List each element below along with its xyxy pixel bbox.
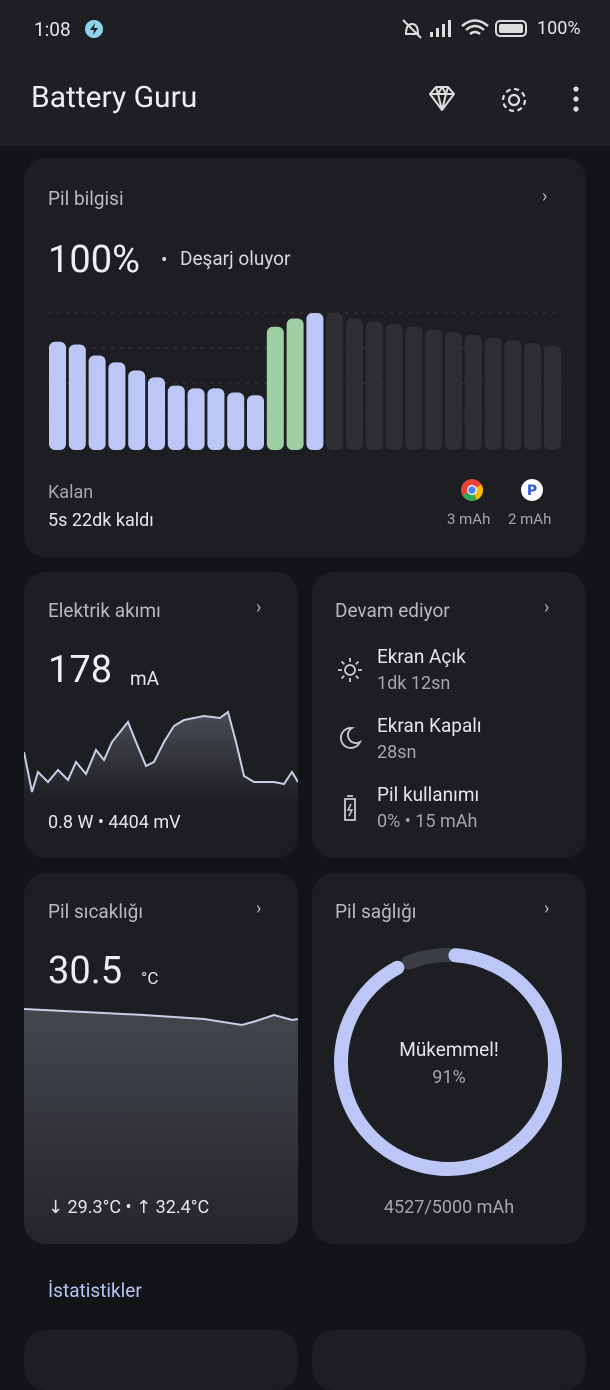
charge-bar <box>88 355 106 450</box>
app-usage: 2 mAh <box>508 510 552 528</box>
charge-bar <box>326 313 344 450</box>
ongoing-card[interactable]: Devam ediyor › Ekran Açık 1dk 12sn Ekran… <box>312 572 586 858</box>
temperature-unit: °C <box>141 969 159 989</box>
charge-bar <box>49 341 66 450</box>
screen: 1:08 100% Battery Guru Pil bilgisi › 100… <box>0 0 610 1302</box>
charge-chart <box>48 312 562 450</box>
chevron: › <box>544 597 550 618</box>
charge-bar <box>247 395 264 450</box>
charge-bar <box>266 326 284 450</box>
chevron: › <box>542 186 548 207</box>
current-footer: 0.8 W • 4404 mV <box>48 812 181 833</box>
health-status: Mükemmel! <box>399 1038 499 1061</box>
moon-icon <box>340 727 362 749</box>
charge-bar <box>405 326 423 450</box>
charge-bar <box>524 343 542 450</box>
charge-bar <box>68 344 86 450</box>
health-capacity: 4527/5000 mAh <box>383 1197 515 1218</box>
temperature-card[interactable]: Pil sıcaklığı › 30.5 °C ↓ 29.3°C • ↑ 32.… <box>24 873 298 1244</box>
item-value: 1dk 12sn <box>377 673 451 694</box>
current-unit: mA <box>130 667 160 690</box>
charge-bar <box>167 385 185 450</box>
charge-bar <box>464 334 482 450</box>
charge-bar <box>108 362 126 450</box>
section-title: İstatistikler <box>48 1279 142 1302</box>
charge-bar <box>187 388 205 450</box>
item-label: Pil kullanımı <box>377 783 480 806</box>
chevron: › <box>256 898 262 919</box>
charge-bar <box>544 345 561 450</box>
status-time: 1:08 <box>34 18 71 41</box>
item-label: Ekran Kapalı <box>377 714 482 737</box>
sun-icon <box>338 658 362 682</box>
item-value: 28sn <box>377 742 417 763</box>
chevron: › <box>256 597 262 618</box>
remaining-time: 5s 22dk kaldı <box>48 510 154 531</box>
item-label: Ekran Açık <box>377 645 466 668</box>
temperature-footer: ↓ 29.3°C • ↑ 32.4°C <box>48 1197 210 1218</box>
app-usage: 3 mAh <box>447 510 491 528</box>
current-sparkline <box>24 710 298 802</box>
settings-button[interactable] <box>498 84 530 116</box>
charge-bar <box>365 321 383 450</box>
status-battery: 100% <box>537 18 581 39</box>
battery-icon <box>344 795 356 821</box>
health-card[interactable]: Pil sağlığı › Mükemmel! 91% 4527/5000 mA… <box>312 873 586 1244</box>
current-card[interactable]: Elektrik akımı › 178 mA 0.8 W • 4404 mV <box>24 572 298 858</box>
app-icon <box>461 479 483 501</box>
temperature-sparkline <box>24 1008 298 1244</box>
battery-state: Deşarj oluyor <box>180 247 291 270</box>
charge-bar <box>385 323 403 450</box>
remaining-label: Kalan <box>48 482 94 503</box>
charge-bar <box>227 392 245 450</box>
charge-bar <box>207 388 225 450</box>
charge-bar <box>148 377 165 450</box>
svg-text:P: P <box>527 483 537 499</box>
battery-card[interactable]: Pil bilgisi › 100% • Deşarj oluyor Kalan… <box>24 158 586 557</box>
charge-bar <box>504 340 522 450</box>
status-icons <box>402 19 527 39</box>
battery-level: 100% <box>48 238 140 282</box>
charge-bar <box>425 329 443 450</box>
card-title: Pil sıcaklığı <box>48 900 144 923</box>
status-icon <box>85 20 103 38</box>
charge-bar <box>484 337 502 450</box>
chevron: › <box>544 898 550 919</box>
charge-bar <box>445 332 462 450</box>
ring-progress <box>334 948 562 1176</box>
ring-track <box>334 948 562 1176</box>
charge-bar <box>128 370 146 450</box>
card-title: Pil bilgisi <box>48 187 124 210</box>
item-value: 0% • 15 mAh <box>377 811 478 832</box>
health-ring <box>334 948 562 1176</box>
card-title: Elektrik akımı <box>48 599 161 622</box>
temperature-value: 30.5 <box>48 949 123 993</box>
state-dot: • <box>161 248 168 271</box>
charge-bar <box>306 313 324 450</box>
app-icon: P <box>521 479 543 501</box>
charge-bar <box>286 318 304 450</box>
card-title: Pil sağlığı <box>335 900 417 923</box>
card-title: Devam ediyor <box>335 599 450 622</box>
stats-card[interactable] <box>312 1330 586 1390</box>
header-area: 1:08 100% Battery Guru <box>0 0 610 146</box>
menu-button[interactable] <box>568 84 584 114</box>
health-percent: 91% <box>432 1067 466 1088</box>
charge-bar <box>346 318 363 450</box>
app-title: Battery Guru <box>31 80 198 115</box>
stats-card[interactable] <box>24 1330 298 1390</box>
current-value: 178 <box>48 648 113 692</box>
premium-button[interactable] <box>426 84 458 114</box>
